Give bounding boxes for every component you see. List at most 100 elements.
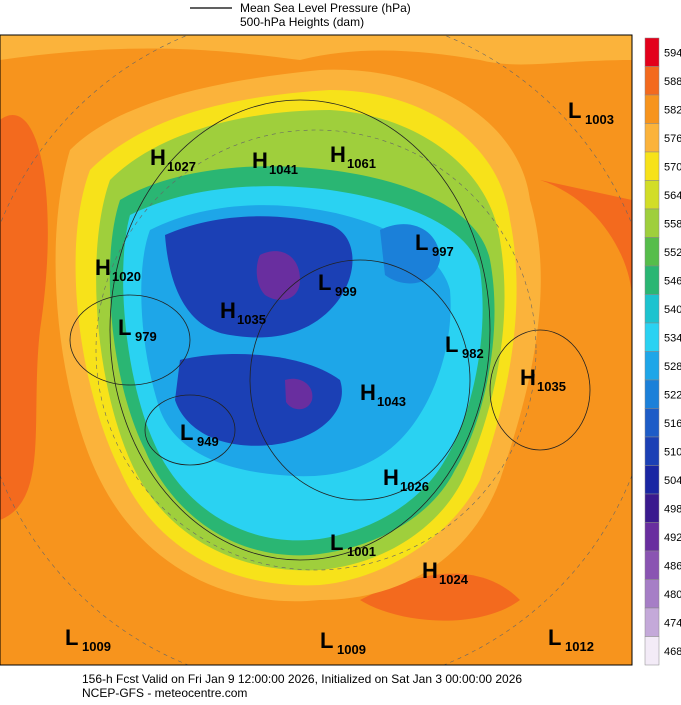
colorbar-label: 528 [664,361,681,373]
map-frame [0,34,633,666]
colorbar-label: 492 [664,532,681,544]
colorbar-swatch [644,180,660,210]
center-letter: L [568,98,581,123]
colorbar-label: 540 [664,304,681,316]
colorbar-swatch [644,265,660,295]
colorbar-swatch [644,123,660,153]
center-pressure: 999 [335,284,357,299]
center-pressure: 1041 [269,162,298,177]
colorbar-label: 474 [664,617,681,629]
zone [285,378,313,410]
center-letter: L [320,628,333,653]
colorbar-swatch [644,208,660,238]
colorbar-swatch [644,636,660,666]
warm-zone [540,180,632,300]
colorbar-label: 522 [664,389,681,401]
colorbar-label: 486 [664,560,681,572]
colorbar-label: 588 [664,76,681,88]
center-pressure: 1001 [347,544,376,559]
center-letter: H [383,465,399,490]
colorbar-label: 498 [664,503,681,515]
center-letter: H [520,365,536,390]
colorbar-swatch [644,66,660,96]
colorbar-swatch [644,607,660,637]
colorbar-label: 552 [664,247,681,259]
isobar [249,259,471,501]
center-pressure: 1061 [347,156,376,171]
center-letter: L [118,315,131,340]
center-pressure: 1012 [565,639,594,654]
center-pressure: 1026 [400,479,429,494]
colorbar-label: 594 [664,47,681,59]
colorbar-swatch [644,151,660,181]
colorbar-label: 534 [664,332,681,344]
isobar [489,329,591,451]
center-letter: H [220,298,236,323]
colorbar-label: 546 [664,275,681,287]
center-pressure: 1035 [537,379,566,394]
colorbar-swatch [644,351,660,381]
colorbar-swatch [644,237,660,267]
colorbar: 594 588 582 576 570 564 558 552 546 540 534 528 522 5… [644,37,681,666]
center-letter: H [95,255,111,280]
center-letter: L [180,420,193,445]
center-letter: L [548,625,561,650]
center-letter: L [318,270,331,295]
zone [0,35,632,65]
colorbar-swatch [644,94,660,124]
colorbar-label: 480 [664,589,681,601]
colorbar-label: 468 [664,646,681,658]
center-letter: H [360,380,376,405]
colorbar-label: 564 [664,190,681,202]
center-letter: H [252,148,268,173]
colorbar-swatch [644,550,660,580]
center-pressure: 979 [135,329,157,344]
colorbar-swatch [644,522,660,552]
legend-label: 500-hPa Heights (dam) [240,15,364,29]
footer-text: 156-h Fcst Valid on Fri Jan 9 12:00:00 2… [82,672,522,686]
colorbar-label: 570 [664,161,681,173]
map [0,34,633,666]
center-letter: H [330,142,346,167]
isobar [109,99,491,561]
colorbar-swatch [644,436,660,466]
zone [380,224,440,284]
center-pressure: 1027 [167,159,196,174]
center-pressure: 1035 [237,312,266,327]
colorbar-swatch [644,493,660,523]
center-letter: H [150,145,166,170]
colorbar-swatch [644,379,660,409]
colorbar-swatch [644,579,660,609]
center-letter: L [415,230,428,255]
footer-text: NCEP-GFS - meteocentre.com [82,686,247,700]
colorbar-swatch [644,294,660,324]
center-pressure: 997 [432,244,454,259]
center-pressure: 1024 [439,572,469,587]
center-letter: L [445,332,458,357]
colorbar-swatch [644,465,660,495]
colorbar-label: 558 [664,218,681,230]
center-letter: H [422,558,438,583]
center-letter: L [65,625,78,650]
legend-label: Mean Sea Level Pressure (hPa) [240,1,411,15]
isobar [69,294,191,386]
center-pressure: 1009 [337,642,366,657]
center-letter: L [330,530,343,555]
center-pressure: 1043 [377,394,406,409]
colorbar-label: 576 [664,133,681,145]
latitude-circle [95,129,537,571]
colorbar-label: 510 [664,446,681,458]
colorbar-label: 582 [664,104,681,116]
center-pressure: 982 [462,346,484,361]
isobar [144,394,236,466]
colorbar-swatch [644,408,660,438]
center-pressure: 949 [197,434,219,449]
center-pressure: 1009 [82,639,111,654]
center-pressure: 1003 [585,112,614,127]
warm-zone [0,115,48,520]
zone [175,354,342,446]
center-pressure: 1020 [112,269,141,284]
warm-zone [360,573,520,621]
